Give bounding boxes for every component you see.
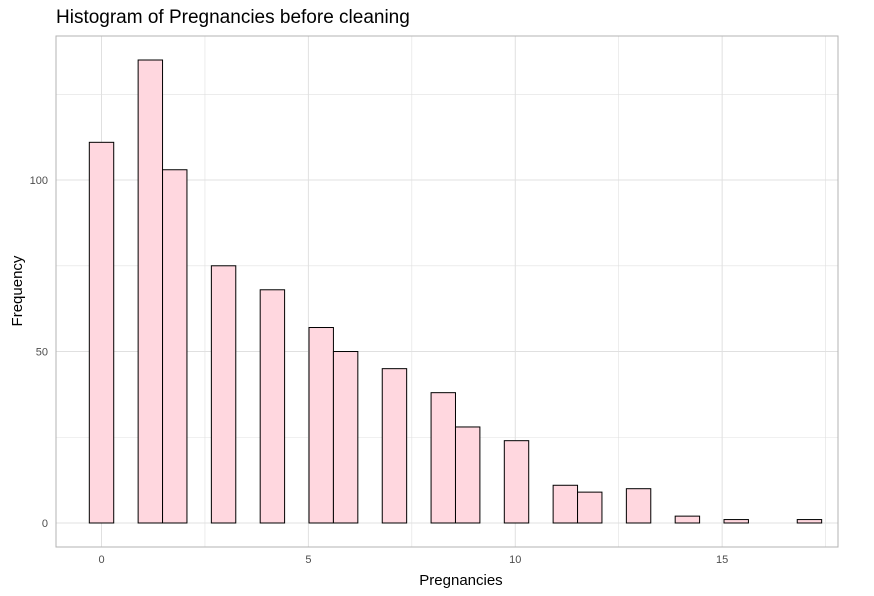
histogram-bar: [332, 351, 359, 524]
histogram-bar: [430, 392, 456, 524]
x-tick-label: 5: [305, 554, 311, 566]
histogram-bar: [454, 426, 481, 524]
histogram-bar: [210, 265, 237, 524]
x-axis-label: Pregnancies: [419, 572, 502, 589]
histogram-bar: [137, 59, 164, 524]
histogram-bar: [625, 488, 652, 524]
histogram-bar: [723, 519, 749, 524]
histogram-bar: [162, 169, 188, 524]
histogram-bar: [503, 440, 530, 524]
plot-panel-border: [55, 35, 839, 548]
histogram-bar: [381, 368, 408, 524]
x-tick-label: 15: [716, 554, 728, 566]
x-tick-label: 0: [98, 554, 104, 566]
histogram-bar: [259, 289, 286, 524]
histogram-bar: [308, 327, 334, 524]
chart-title: Histogram of Pregnancies before cleaning: [56, 7, 410, 28]
histogram-bar: [552, 484, 579, 524]
histogram-bar: [577, 491, 603, 524]
histogram-bar: [674, 515, 701, 524]
y-tick-label: 100: [30, 175, 48, 187]
y-tick-label: 0: [42, 518, 48, 530]
x-tick-label: 10: [509, 554, 521, 566]
axis-ticks: 0 5 10 15 0 50 100: [30, 175, 729, 566]
y-tick-label: 50: [36, 347, 48, 359]
y-axis-label: Frequency: [9, 255, 26, 326]
histogram-bars: [88, 59, 823, 524]
histogram-bar: [796, 519, 823, 524]
histogram-bar: [88, 141, 115, 524]
